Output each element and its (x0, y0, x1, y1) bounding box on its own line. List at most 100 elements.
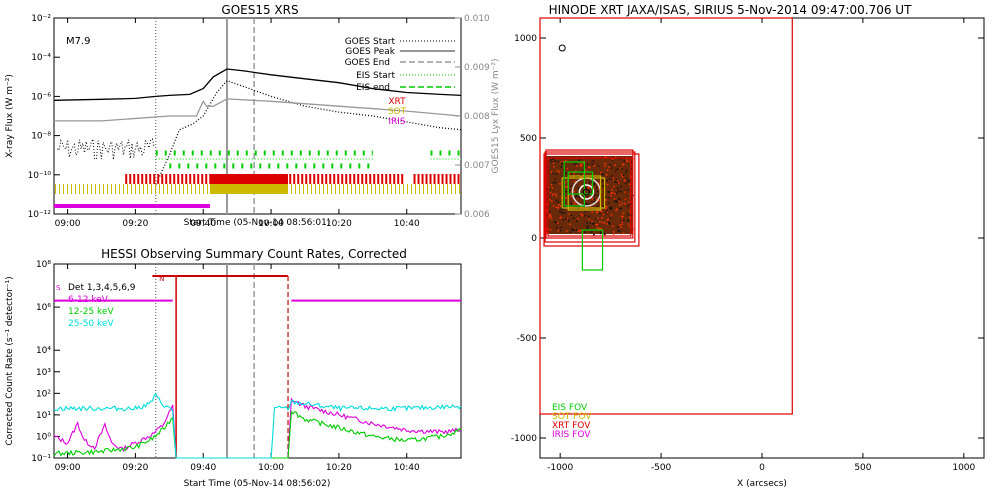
xrt-image-speckle (573, 229, 575, 231)
xrt-image-speckle (595, 218, 597, 220)
xrt-image-speckle (574, 176, 576, 178)
xrt-image-speckle (622, 212, 625, 215)
xrt-obs-dense (210, 174, 289, 184)
xrt-image-speckle (593, 201, 595, 203)
xrt-image-speckle (606, 206, 608, 208)
xrt-image-speckle (599, 212, 601, 215)
xrt-image-speckle (626, 180, 629, 183)
xrt-image-speckle (592, 198, 594, 200)
xrt-image-speckle (595, 212, 598, 214)
hessi-x-axis-label: Start Time (05-Nov-14 08:56:02) (184, 479, 331, 489)
xrt-image-speckle (560, 166, 563, 168)
xrt-image-speckle (627, 205, 629, 207)
xrt-image-speckle (573, 163, 575, 165)
fov-box-1 (543, 153, 640, 247)
xrt-image-speckle (575, 229, 578, 231)
xrt-image-speckle (557, 207, 559, 209)
xrt-image-speckle (610, 195, 612, 197)
xrt-image-speckle (605, 199, 607, 201)
hessi-legend-label-1: 6-12 keV (68, 295, 109, 305)
xrt-image-speckle (606, 183, 609, 186)
xrt-image-speckle (622, 215, 624, 218)
xrt-image-speckle (598, 182, 600, 185)
hessi-y-tick-label: 10³ (36, 368, 51, 378)
xrt-image-speckle (591, 183, 593, 186)
xrt-image-speckle (597, 187, 600, 189)
hessi-x-tick-label: 10:20 (326, 463, 352, 473)
fov-box-0 (539, 17, 793, 415)
xrt-image-speckle (591, 211, 593, 213)
hessi-y-tick-label: 10⁶ (36, 303, 51, 313)
xrt-image-speckle (564, 212, 566, 214)
xrt-image-speckle (625, 160, 628, 162)
xrt-image-speckle (597, 194, 599, 196)
xrt-image-speckle (587, 203, 589, 205)
xrt-image-speckle (564, 182, 567, 184)
goes-x-tick-label: 10:40 (394, 219, 420, 229)
fov-panel: HINODE XRT JAXA/ISAS, SIRIUS 5-Nov-2014 … (511, 3, 985, 489)
xrt-image-speckle (562, 212, 564, 214)
xrt-image-speckle (619, 208, 622, 210)
xrt-image-speckle (554, 181, 557, 184)
hessi-flag-s-label: S (56, 284, 61, 292)
xrt-image-speckle (610, 207, 613, 209)
xrt-image-speckle (596, 224, 598, 226)
xrt-image-speckle (582, 174, 585, 176)
xrt-image-speckle (612, 158, 614, 160)
xrt-image-speckle (585, 203, 588, 205)
xrt-image-speckle (606, 169, 609, 172)
xrt-image-speckle (620, 226, 622, 229)
hessi-y-tick-label: 10⁸ (36, 260, 51, 270)
source-marker-1 (582, 188, 590, 196)
xrt-image-speckle (571, 228, 573, 230)
xrt-image-speckle (629, 183, 631, 186)
xrt-image-speckle (549, 159, 552, 161)
hessi-legend-label-3: 25-50 keV (68, 319, 114, 329)
sot-obs-dense (210, 184, 289, 194)
xrt-image-speckle (591, 220, 593, 223)
xrt-image-speckle (616, 208, 618, 210)
xrt-image-speckle (567, 217, 569, 220)
xrt-image-speckle (550, 218, 553, 220)
xrt-image-speckle (565, 172, 567, 174)
xrt-image-speckle (607, 222, 610, 224)
xrt-image-speckle (546, 210, 548, 212)
fov-box-4 (547, 157, 632, 237)
xrt-image-speckle (578, 230, 580, 232)
goes-legend-label-2: GOES End (345, 58, 390, 68)
goes-legend-label-4: EIS end (356, 83, 390, 93)
xrt-image-speckle (620, 190, 622, 193)
xrt-image-speckle (593, 223, 595, 225)
xrt-image-speckle (606, 179, 609, 182)
xrt-image-speckle (568, 206, 571, 209)
hessi-marks: 09:00 09:20 09:40 10:00 10:20 10:40 10⁸ 10⁶ 10⁴ 1… (31, 260, 462, 473)
xrt-image-speckle (617, 190, 620, 192)
goes-y-tick-label: 10⁻² (31, 14, 51, 24)
xrt-image-speckle (570, 173, 573, 175)
hessi-y-axis-label: Corrected Count Rate (s⁻¹ detector⁻¹) (5, 276, 15, 445)
xrt-image-speckle (623, 160, 626, 162)
hessi-x-tick-label: 10:00 (258, 463, 284, 473)
goes-flare-class: M7.9 (66, 36, 91, 47)
fov-y-tick-label: 500 (520, 134, 537, 144)
xrt-image-speckle (613, 185, 615, 188)
goes-y-right-tick-label: 0.007 (464, 161, 490, 171)
xrt-image-speckle (557, 207, 560, 209)
goes-y-tick-label: 10⁻⁸ (31, 132, 51, 142)
xrt-image-speckle (579, 164, 582, 166)
xrt-image-speckle (602, 213, 605, 216)
fov-y-tick-label: -1000 (511, 434, 537, 444)
xrt-image-speckle (562, 219, 565, 221)
xrt-image-speckle (551, 194, 554, 196)
xrt-image-speckle (580, 165, 583, 168)
xrt-image-speckle (607, 202, 610, 204)
xrt-image-speckle (608, 178, 611, 180)
xrt-image-speckle (574, 180, 576, 183)
xrt-image-speckle (616, 168, 619, 170)
xrt-image-speckle (611, 178, 613, 181)
xrt-image-speckle (568, 189, 571, 192)
hessi-x-tick-label: 10:40 (394, 463, 420, 473)
xrt-image-speckle (584, 214, 586, 217)
hessi-y-tick-label: 10⁻¹ (31, 454, 51, 464)
xrt-image-speckle (623, 190, 626, 192)
